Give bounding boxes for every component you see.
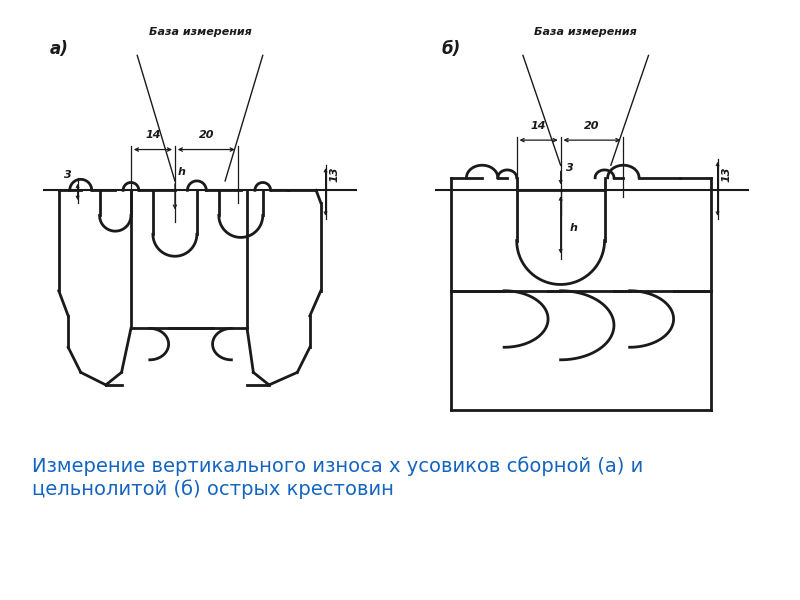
Text: Измерение вертикального износа х усовиков сборной (а) и
цельнолитой (б) острых к: Измерение вертикального износа х усовико… bbox=[32, 456, 643, 499]
Text: 13: 13 bbox=[330, 167, 340, 182]
Text: База измерения: База измерения bbox=[534, 27, 637, 37]
Text: h: h bbox=[178, 167, 185, 176]
Text: 20: 20 bbox=[198, 130, 214, 140]
Text: База измерения: База измерения bbox=[149, 27, 251, 37]
Text: а): а) bbox=[50, 40, 68, 58]
Text: 14: 14 bbox=[531, 121, 546, 131]
Text: 3: 3 bbox=[64, 170, 72, 179]
Text: 14: 14 bbox=[145, 130, 161, 140]
Text: 13: 13 bbox=[722, 167, 732, 182]
Text: 20: 20 bbox=[584, 121, 600, 131]
Text: 3: 3 bbox=[566, 163, 574, 173]
Text: h: h bbox=[570, 223, 577, 233]
Text: б): б) bbox=[442, 40, 461, 58]
